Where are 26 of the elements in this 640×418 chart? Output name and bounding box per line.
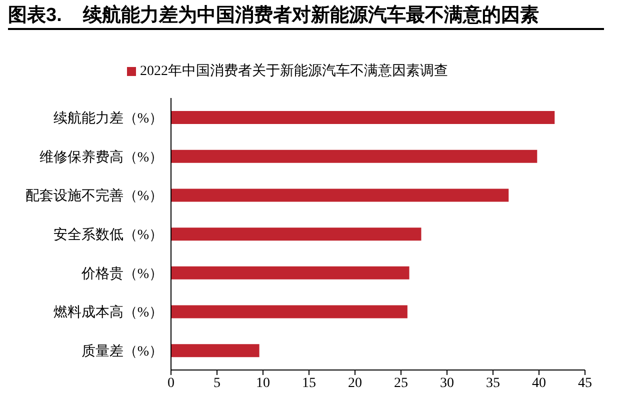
bar xyxy=(171,188,509,202)
legend-label: 2022年中国消费者关于新能源汽车不满意因素调查 xyxy=(140,64,448,79)
chart-title: 图表3. 续航能力差为中国消费者对新能源汽车最不满意的因素 xyxy=(8,4,604,30)
y-tick-label: 质量差（%） xyxy=(81,344,163,360)
bar xyxy=(171,111,555,124)
x-tick-label: 40 xyxy=(532,376,546,391)
x-tick-label: 20 xyxy=(348,376,362,391)
x-tick-label: 45 xyxy=(578,376,592,391)
y-tick-label: 燃料成本高（%） xyxy=(53,304,163,321)
bar xyxy=(171,344,260,358)
x-tick-label: 25 xyxy=(394,376,408,391)
y-tick-label: 安全系数低（%） xyxy=(53,226,163,243)
x-tick-label: 15 xyxy=(302,376,316,391)
y-tick-label: 续航能力差（%） xyxy=(53,110,163,126)
bar xyxy=(171,305,408,318)
y-tick-label: 配套设施不完善（%） xyxy=(25,187,163,204)
y-tick-label: 维修保养费高（%） xyxy=(39,149,163,166)
bar xyxy=(171,228,422,241)
y-tick-label: 价格贵（%） xyxy=(80,266,163,282)
bar xyxy=(171,266,410,280)
x-tick-label: 5 xyxy=(214,376,220,391)
bar xyxy=(171,150,538,163)
x-tick-label: 0 xyxy=(168,376,174,391)
x-tick-label: 10 xyxy=(256,376,270,391)
x-tick-label: 35 xyxy=(486,376,500,391)
x-tick-label: 30 xyxy=(440,376,454,391)
